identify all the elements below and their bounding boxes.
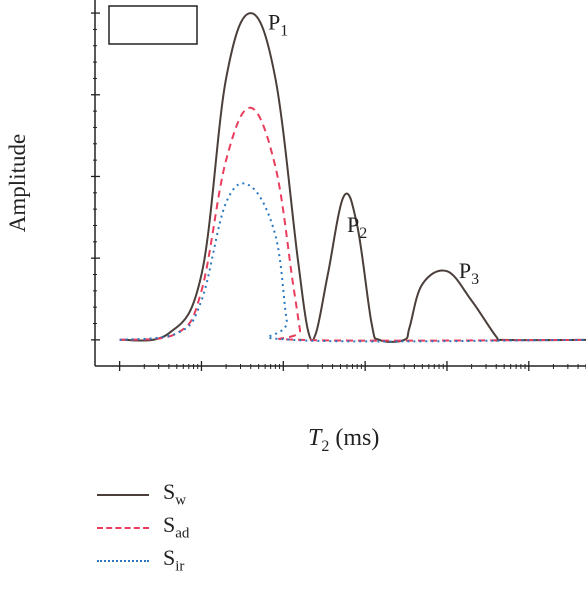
legend-item-ad: Sad [97,511,189,544]
series-line-ad [119,106,586,342]
legend-label-ir: Sir [163,545,185,575]
legend-box-empty [108,5,198,45]
legend-label-ad: Sad [163,512,190,542]
x-axis-label: T2 (ms) [308,425,379,455]
axes [91,0,586,371]
legend: Sw Sad Sir [97,478,189,577]
peak-label-2: P2 [347,212,367,242]
legend-swatch-w [97,493,149,496]
peak-label-1: P1 [268,9,288,39]
series-line-ir [119,182,586,343]
legend-item-ir: Sir [97,544,189,577]
annotations: P1 P2 P3 [268,9,479,287]
series-line-w [119,12,586,343]
axis-labels: Amplitude T2 (ms) [5,134,379,455]
legend-label-w: Sw [163,479,187,509]
legend-swatch-ad [97,526,149,529]
legend-swatch-ir [97,559,149,562]
series-layer [119,12,586,343]
peak-label-3: P3 [459,258,479,288]
legend-item-w: Sw [97,478,189,511]
y-axis-label: Amplitude [5,134,30,232]
